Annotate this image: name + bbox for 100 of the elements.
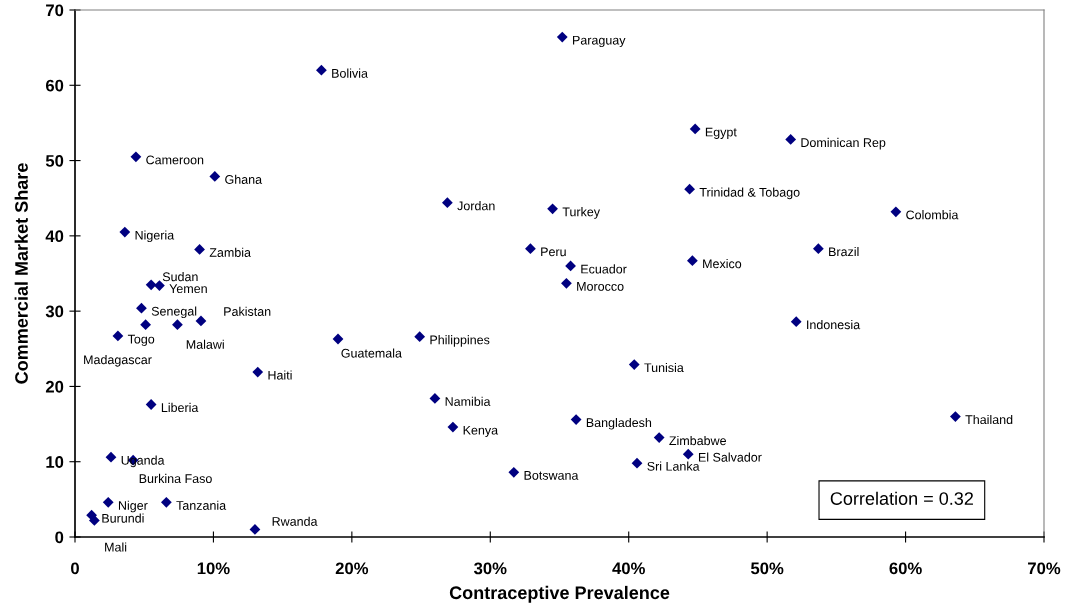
x-tick-label: 30% xyxy=(473,562,507,575)
annotation: Zimbabwe xyxy=(669,435,726,446)
point xyxy=(145,279,157,291)
point xyxy=(195,315,207,327)
point xyxy=(684,183,695,195)
annotation: Guatemala xyxy=(341,348,402,358)
y-tick-label: 10 xyxy=(46,456,64,468)
annotation: El Salvador xyxy=(698,452,762,462)
annotation: Dominican Rep xyxy=(801,137,886,150)
point xyxy=(105,451,117,463)
x-tick-label: 40% xyxy=(612,562,645,575)
annotation: Sri Lanka xyxy=(647,461,700,471)
annotation: Burkina Faso xyxy=(139,473,212,484)
point xyxy=(194,244,205,255)
point xyxy=(154,280,165,291)
point xyxy=(556,31,568,43)
annotation: Thailand xyxy=(965,414,1013,425)
point xyxy=(631,457,643,469)
annotation: Morocco xyxy=(577,282,624,291)
point xyxy=(689,123,701,135)
point xyxy=(172,319,183,331)
annotation: Haiti xyxy=(268,370,292,380)
x-tick-label: 60% xyxy=(889,562,922,575)
point xyxy=(525,243,536,255)
annotation: Indonesia xyxy=(807,320,861,330)
y-tick-label: 30 xyxy=(45,305,64,318)
point xyxy=(130,151,142,163)
annotation: Bangladesh xyxy=(586,417,652,430)
annotation: Niger xyxy=(118,500,148,513)
y-tick-label: 60 xyxy=(45,79,64,92)
point xyxy=(102,496,114,508)
annotation: Burundi xyxy=(102,513,144,523)
annotation: Mexico xyxy=(703,259,742,269)
point xyxy=(316,64,327,76)
point xyxy=(682,448,694,460)
point xyxy=(890,206,902,218)
annotation: Trinidad & Tobago xyxy=(699,187,800,200)
point xyxy=(628,359,640,370)
annotation: Brazil xyxy=(829,247,859,257)
annotation: Colombia xyxy=(906,210,959,220)
point xyxy=(414,331,426,343)
annotation: Kenya xyxy=(463,425,499,438)
annotation: Senegal xyxy=(151,306,197,319)
point xyxy=(812,243,824,255)
point xyxy=(89,515,100,526)
point xyxy=(209,171,221,182)
y-tick-label: 40 xyxy=(45,230,64,243)
x-tick-label: 20% xyxy=(335,562,369,575)
annotation: Tanzania xyxy=(176,500,227,510)
x-axis-title: Contraceptive Prevalence xyxy=(449,585,670,603)
point xyxy=(447,421,459,433)
annotation: Ghana xyxy=(225,174,263,184)
y-tick-label: 50 xyxy=(45,154,64,167)
annotation: Jordan xyxy=(457,201,495,211)
annotation: Rwanda xyxy=(272,516,318,526)
annotation: Egypt xyxy=(705,127,737,139)
point xyxy=(160,496,172,508)
y-axis-title: Commercial Market Share xyxy=(14,163,28,384)
point xyxy=(653,432,665,443)
annotation: Madagascar xyxy=(84,354,152,367)
point xyxy=(441,197,453,209)
annotation: Namibia xyxy=(445,396,491,406)
annotation: Malawi xyxy=(186,339,224,349)
point xyxy=(785,134,797,145)
point xyxy=(119,226,131,238)
annotation: Tunisia xyxy=(644,362,684,373)
annotation: Mali xyxy=(105,542,127,552)
annotation: Paraguay xyxy=(573,35,626,48)
x-tick-label: 70% xyxy=(1028,562,1061,575)
point xyxy=(112,330,124,342)
annotation: Pakistan xyxy=(224,306,271,316)
point xyxy=(145,399,157,410)
annotation: Ecuador xyxy=(581,264,627,274)
annotation: Zambia xyxy=(209,247,251,257)
y-tick-label: 0 xyxy=(55,531,64,544)
point xyxy=(790,316,802,328)
annotation: Togo xyxy=(127,334,155,346)
annotation: Nigeria xyxy=(135,230,175,243)
point xyxy=(950,411,961,422)
annotation: Turkey xyxy=(562,207,601,219)
annotation: Philippines xyxy=(430,335,490,347)
point xyxy=(687,255,698,267)
x-tick-label: 50% xyxy=(750,562,784,575)
point xyxy=(136,302,147,314)
point xyxy=(252,366,264,378)
x-tick-label: 10% xyxy=(197,562,230,575)
point xyxy=(332,333,344,345)
annotation: Bolivia xyxy=(332,68,368,78)
y-tick-label: 70 xyxy=(46,4,64,17)
point xyxy=(561,277,572,289)
y-tick-label: 20 xyxy=(45,380,64,393)
annotation: Peru xyxy=(541,247,566,257)
point xyxy=(140,319,151,331)
point xyxy=(547,203,558,215)
annotation: Botswana xyxy=(524,471,579,480)
annotation: Yemen xyxy=(169,284,207,294)
annotation: Cameroon xyxy=(146,155,204,165)
point xyxy=(570,414,582,425)
point xyxy=(508,466,520,478)
annotation: Liberia xyxy=(161,402,199,413)
